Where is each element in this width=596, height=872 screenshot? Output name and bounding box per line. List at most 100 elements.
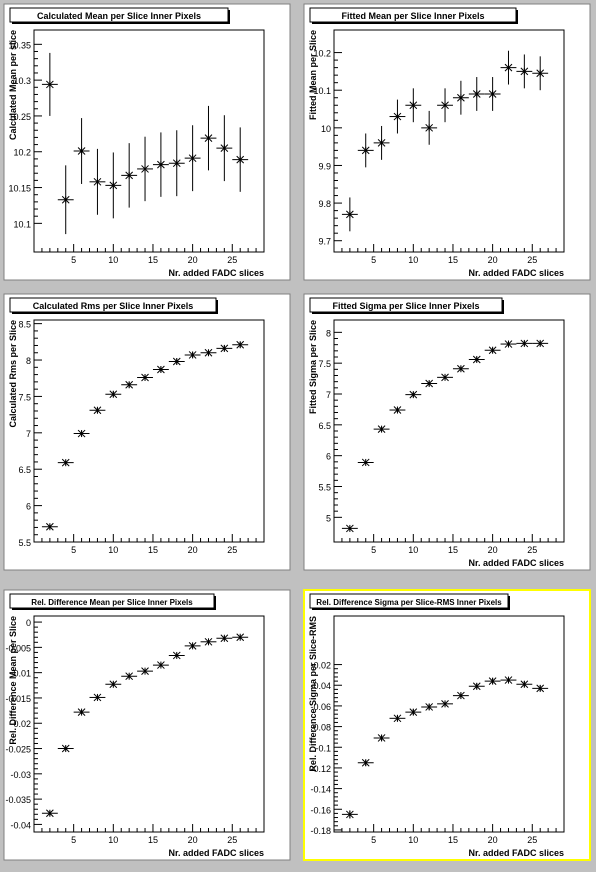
chart-panel-6: -0.18 -0.16 -0.14 -0.12 -0.1 -0.08 -0.06 -0.04 -… [303, 589, 591, 861]
data-point [184, 351, 201, 359]
y-tick-label: 10.3 [13, 76, 31, 86]
chart-title-shadow [502, 300, 504, 314]
data-point [341, 810, 358, 819]
data-point [484, 677, 501, 685]
data-point [532, 56, 549, 91]
y-tick-label: 7.5 [18, 392, 31, 402]
y-tick-label: 7.5 [318, 359, 331, 369]
data-point [516, 339, 533, 348]
data-point [105, 152, 122, 219]
data-point [168, 130, 185, 197]
x-tick-label: 10 [408, 545, 418, 555]
y-tick-label: 9.8 [318, 199, 331, 209]
y-tick-label: 6 [326, 452, 331, 462]
x-tick-label: 5 [71, 255, 76, 265]
y-axis-label: Rel. Difference Mean per Slice [8, 616, 18, 745]
data-point [232, 340, 249, 349]
data-point [232, 633, 249, 642]
data-point [89, 148, 106, 215]
y-tick-label: 0 [26, 618, 31, 628]
x-axis-label: Nr. added FADC slices [468, 268, 564, 278]
x-tick-label: 10 [108, 255, 118, 265]
chart-title: Fitted Sigma per Slice Inner Pixels [332, 301, 479, 311]
data-point [452, 691, 469, 700]
data-point [452, 80, 469, 115]
data-point [137, 667, 153, 675]
data-point [41, 809, 58, 818]
y-tick-label: 10.35 [8, 40, 31, 50]
chart-title: Calculated Mean per Slice Inner Pixels [37, 11, 201, 21]
y-tick-label: 10.2 [313, 49, 331, 59]
data-point [421, 379, 438, 388]
chart-title: Rel. Difference Sigma per Slice-RMS Inne… [316, 598, 502, 607]
x-axis-label: Nr. added FADC slices [168, 268, 264, 278]
data-point [532, 684, 549, 693]
data-point [152, 132, 169, 197]
y-tick-label: 5.5 [318, 483, 331, 493]
data-point [484, 346, 501, 355]
data-point [232, 127, 249, 192]
chart-title-shadow [516, 10, 518, 24]
data-point [437, 699, 453, 708]
y-tick-label: -0.1 [315, 743, 331, 753]
data-point [389, 406, 406, 414]
data-point [57, 744, 74, 753]
x-tick-label: 10 [108, 545, 118, 555]
x-axis-label: Nr. added FADC slices [468, 558, 564, 568]
chart-title: Calculated Rms per Slice Inner Pixels [33, 301, 194, 311]
data-point [73, 118, 90, 184]
x-tick-label: 20 [188, 835, 198, 845]
y-tick-label: -0.015 [5, 694, 31, 704]
data-point [389, 99, 406, 134]
data-point [373, 734, 390, 742]
data-point [437, 373, 453, 382]
chart-title-shadow [508, 596, 510, 610]
y-tick-label: -0.16 [310, 805, 331, 815]
y-tick-label: -0.02 [310, 661, 331, 671]
data-point [137, 373, 153, 382]
plot-frame [333, 29, 565, 253]
data-point [57, 165, 74, 235]
chart-pad [303, 589, 591, 861]
data-point [516, 54, 533, 89]
data-point [357, 458, 374, 467]
data-point [389, 714, 406, 723]
data-point [184, 125, 201, 192]
chart-pad [3, 3, 291, 281]
data-point [105, 680, 122, 689]
y-tick-label: -0.04 [10, 820, 31, 830]
x-tick-label: 15 [448, 545, 458, 555]
data-point [421, 703, 438, 711]
x-tick-label: 20 [188, 255, 198, 265]
data-point [484, 77, 501, 111]
y-tick-label: -0.12 [310, 764, 331, 774]
chart-panel-3: 5.5 6 6.5 7 7.5 8 8.5 5 10 15 20 25 Calculated Rms p… [3, 293, 291, 571]
y-tick-label: 10.1 [13, 219, 31, 229]
data-point [532, 339, 549, 348]
data-point [200, 637, 217, 646]
data-point [200, 105, 217, 171]
data-point [168, 651, 185, 660]
data-point [152, 661, 169, 669]
y-tick-label: 6.5 [18, 465, 31, 475]
y-tick-label: 5.5 [18, 538, 31, 548]
x-tick-label: 25 [227, 545, 237, 555]
y-tick-label: 10.25 [8, 112, 31, 122]
data-point [152, 365, 169, 374]
y-tick-label: -0.03 [10, 770, 31, 780]
chart-title-shadow [312, 312, 504, 314]
y-tick-label: 7 [26, 429, 31, 439]
x-tick-label: 15 [448, 255, 458, 265]
chart-panel-2: 9.7 9.8 9.9 10 10.1 10.2 5 10 15 20 25 Fitted Mean … [303, 3, 591, 281]
data-point [57, 458, 74, 467]
x-tick-label: 15 [148, 545, 158, 555]
data-point [437, 88, 453, 123]
x-tick-label: 15 [148, 255, 158, 265]
x-tick-label: 15 [448, 835, 458, 845]
y-tick-label: 8 [326, 328, 331, 338]
data-point [216, 344, 233, 353]
y-tick-label: 5 [326, 513, 331, 523]
data-point [373, 125, 390, 160]
data-point [357, 758, 374, 767]
x-tick-label: 5 [371, 835, 376, 845]
